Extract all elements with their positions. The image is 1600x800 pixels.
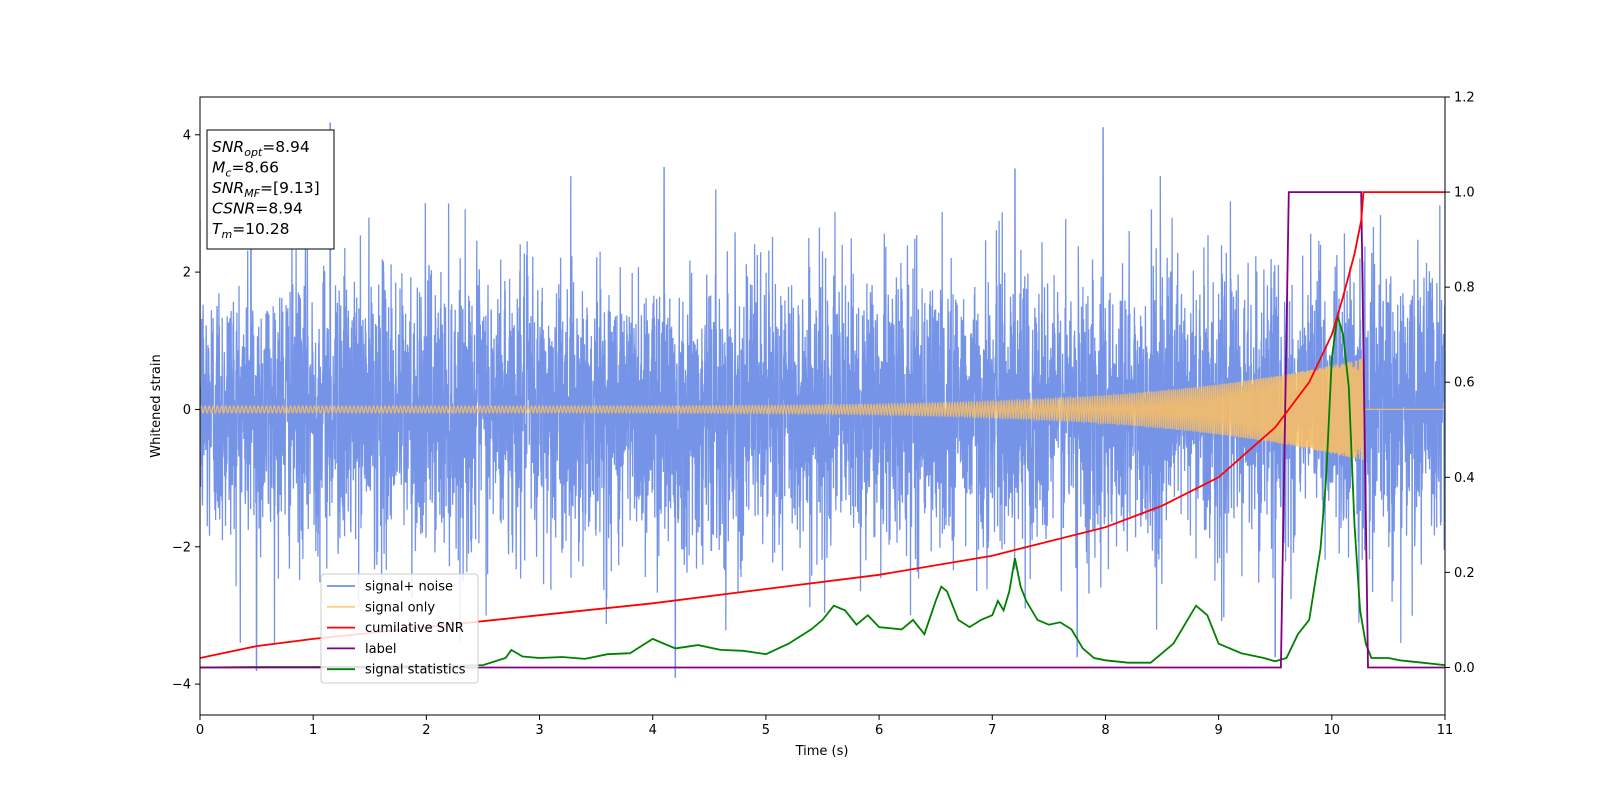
info-box-line: CSNR=8.94 (212, 200, 303, 218)
x-axis: 0 1 2 3 4 5 6 7 8 9 10 11 (196, 715, 1453, 738)
y-left-tick-label: 0 (183, 403, 191, 418)
plot-frame (199, 96, 1446, 716)
x-tick-label: 8 (1101, 723, 1109, 738)
y-left-tick-label: −2 (172, 540, 191, 555)
x-tick-label: 9 (1214, 723, 1222, 738)
y-right-tick-label: 0.6 (1454, 376, 1475, 391)
y-right-tick-label: 1.0 (1454, 186, 1475, 201)
info-box-line: SNRopt=8.94 (212, 138, 310, 159)
y-right-tick-label: 0.2 (1454, 566, 1475, 581)
y-axis-left: 4 2 0 −2 −4 (172, 128, 200, 693)
legend: signal+ noise signal only cumilative SNR la… (320, 573, 479, 684)
legend-label: signal+ noise (365, 580, 453, 595)
legend-frame (320, 573, 479, 684)
x-tick-label: 0 (196, 723, 204, 738)
legend-label: cumilative SNR (365, 621, 464, 636)
info-box-frame (206, 129, 335, 250)
legend-label: signal only (365, 600, 435, 615)
x-axis-label: Time (s) (795, 744, 849, 759)
series-signal-only (200, 358, 1445, 461)
legend-label: signal statistics (365, 663, 466, 678)
info-box-line: Tm=10.28 (212, 220, 290, 241)
y-right-tick-label: 0.8 (1454, 281, 1475, 296)
x-tick-label: 2 (422, 723, 430, 738)
y-left-tick-label: 2 (183, 266, 191, 281)
x-tick-label: 6 (875, 723, 883, 738)
x-tick-label: 11 (1437, 723, 1454, 738)
y-right-tick-label: 1.2 (1454, 91, 1475, 106)
info-box-line: SNRMF=[9.13] (212, 179, 320, 200)
y-axis-label: Whitened strain (149, 354, 164, 457)
y-axis-right: 1.2 1.0 0.8 0.6 0.4 0.2 0.0 (1445, 91, 1475, 676)
series-signal-noise (200, 122, 1445, 678)
plot-area (200, 122, 1445, 678)
y-right-tick-label: 0.0 (1454, 661, 1475, 676)
x-tick-label: 10 (1324, 723, 1341, 738)
y-right-tick-label: 0.4 (1454, 471, 1475, 486)
x-tick-label: 4 (649, 723, 657, 738)
y-left-tick-label: 4 (183, 128, 191, 143)
series-signal-statistics (200, 315, 1445, 669)
series-label (200, 191, 1445, 669)
x-tick-label: 1 (309, 723, 317, 738)
info-box-line: Mc=8.66 (212, 159, 279, 180)
x-tick-label: 3 (535, 723, 543, 738)
y-left-tick-label: −4 (172, 678, 191, 693)
x-tick-label: 7 (988, 723, 996, 738)
x-tick-label: 5 (762, 723, 770, 738)
legend-label: label (365, 642, 396, 657)
